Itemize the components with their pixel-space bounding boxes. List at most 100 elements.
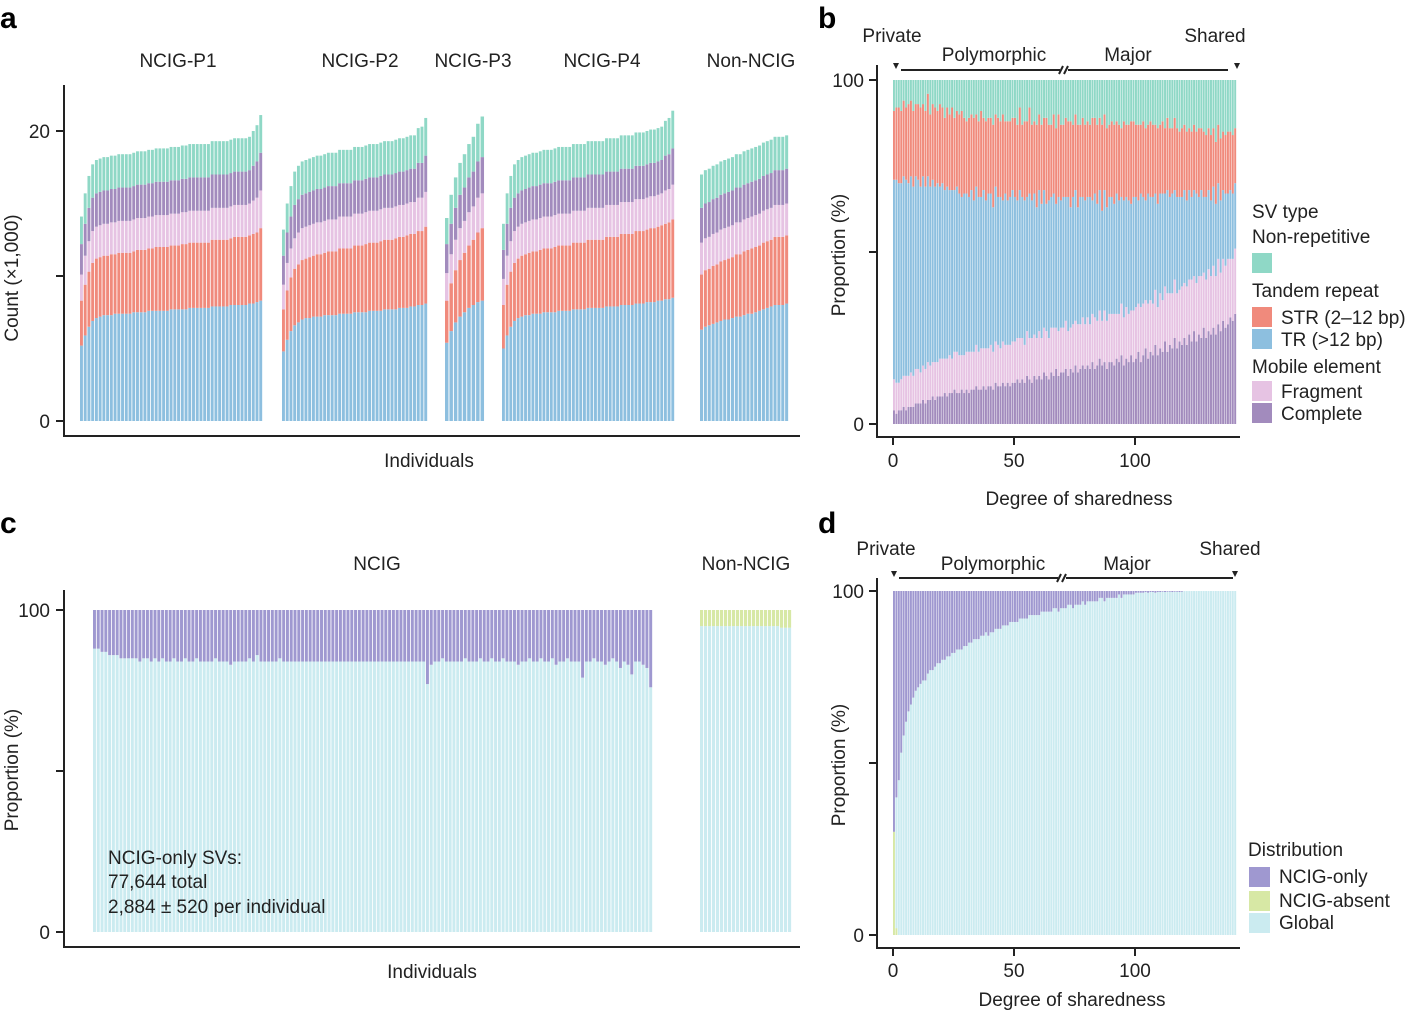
b-bar-segment-complete (1038, 375, 1041, 424)
b-bar-segment-tr (989, 193, 992, 345)
a-bar-segment-str (251, 233, 255, 304)
c-bar-segment-global (513, 661, 516, 932)
c-bar-segment-global (452, 661, 456, 932)
c-bar-segment-global (444, 661, 448, 932)
a-bar-segment-complete (300, 194, 304, 229)
c-bar-segment-ncig-only (312, 610, 316, 662)
b-bar-segment-fragment (900, 379, 903, 411)
c-bar-segment-global (748, 626, 752, 932)
b-bar-segment-complete (1222, 320, 1225, 424)
b-bar-segment-fragment (1142, 303, 1145, 356)
b-bar-segment-str (1057, 114, 1060, 197)
b-bar-segment-str (1074, 114, 1077, 191)
d-bar-segment-ncig-only (897, 591, 900, 781)
a-bar-segment-complete (180, 178, 184, 213)
b-bar-segment-non-repetitive (1018, 80, 1021, 108)
b-bar-segment-fragment (902, 375, 905, 407)
c-bar-segment-global (516, 664, 520, 932)
b-bar-segment-tr (1014, 196, 1016, 342)
d-bar-segment-global (1040, 611, 1043, 935)
b-bar-segment-tr (1224, 193, 1227, 266)
b-bar-segment-non-repetitive (1038, 80, 1041, 115)
a-bar-segment-complete (781, 170, 785, 205)
d-bar-segment-ncig-only (1137, 591, 1140, 593)
a-bar-segment-tr (785, 303, 789, 421)
b-bar-segment-non-repetitive (1173, 80, 1176, 118)
d-bar-segment-ncig-only (1009, 591, 1012, 622)
b-bar-segment-fragment (953, 351, 956, 390)
b-bar-segment-fragment (929, 365, 932, 400)
c-bar-segment-ncig-only (535, 610, 539, 662)
c-bar-segment-ncig-only (467, 610, 471, 662)
b-bar-segment-non-repetitive (1183, 80, 1186, 125)
c-bar-segment-global (490, 658, 494, 932)
c-bar-segment-ncig-only (573, 610, 577, 662)
b-bar-segment-fragment (1210, 276, 1212, 335)
c-bar-segment-global (373, 661, 376, 932)
b-bar-segment-tr (1050, 196, 1053, 328)
c-bar-segment-global (225, 661, 229, 932)
d-bar-segment-ncig-only (984, 591, 987, 633)
d-bar-segment-global (968, 642, 970, 935)
b-bar-segment-tr (1072, 196, 1075, 325)
a-bar-segment-non-repetitive (405, 136, 409, 171)
d-swatch-global (1249, 913, 1270, 933)
a-bar-segment-fragment (727, 226, 731, 259)
c-bar-segment-ncig-only (331, 610, 335, 662)
b-bar-segment-complete (1096, 365, 1099, 424)
b-legend: SV type Non-repetitive Tandem repeat STR… (1252, 202, 1406, 425)
b-bar-segment-str (1072, 124, 1075, 197)
b-bar-segment-complete (1067, 375, 1070, 424)
c-bar-segment-ncig-only (308, 610, 312, 662)
b-bar-segment-non-repetitive (893, 80, 895, 111)
b-bar-segment-non-repetitive (1047, 80, 1050, 125)
a-bar-segment-tr (293, 325, 297, 421)
a-bar-segment-non-repetitive (765, 141, 769, 175)
a-bar-segment-fragment (738, 222, 742, 255)
b-bar-segment-non-repetitive (926, 80, 929, 94)
a-bar-segment-complete (420, 162, 424, 198)
a-bar-segment-non-repetitive (113, 155, 117, 189)
a-bar-segment-complete (723, 193, 727, 229)
a-bar-segment-non-repetitive (124, 154, 128, 188)
a-bar-segment-complete (527, 187, 531, 221)
a-bar-segment-fragment (777, 204, 781, 237)
d-bar-segment-ncig-only (951, 591, 954, 653)
b-bar-segment-complete (1108, 362, 1111, 424)
a-bar-segment-str (667, 222, 671, 300)
a-bar-segment-complete (471, 171, 476, 207)
d-bar-segment-global (958, 649, 961, 935)
a-bar-segment-tr (671, 297, 675, 421)
b-header-polymorphic: Polymorphic (942, 45, 1047, 66)
a-bar-segment-tr (386, 309, 390, 421)
d-bar-segment-ncig-only (1108, 591, 1111, 598)
b-bar-segment-non-repetitive (1028, 80, 1031, 108)
a-bar-segment-str (124, 252, 128, 314)
c-bar-segment-ncig-only (187, 610, 191, 662)
a-bar-segment-fragment (360, 213, 364, 246)
c-bar-segment-global (255, 655, 259, 932)
a-bar-segment-non-repetitive (645, 131, 649, 165)
b-header-major: Major (1104, 45, 1152, 66)
b-xtick-0: 0 (888, 451, 899, 472)
a-bar-segment-tr (634, 303, 638, 421)
d-bar-segment-global (1011, 621, 1014, 935)
b-bar-segment-tr (912, 186, 915, 376)
a-bar-segment-fragment (383, 207, 386, 240)
a-bar-segment-str (285, 290, 289, 340)
d-bar-segment-ncig-only (1098, 591, 1101, 598)
a-bar-segment-fragment (656, 194, 660, 227)
a-bar-segment-complete (524, 189, 527, 223)
b-bar-segment-tr (1038, 190, 1041, 332)
a-bar-segment-complete (616, 171, 619, 205)
b-header-shared: Shared (1184, 26, 1245, 47)
a-bar-segment-fragment (649, 196, 653, 229)
a-bar-segment-tr (334, 315, 338, 421)
a-bar-segment-non-repetitive (147, 149, 151, 184)
b-bar-segment-tr (1161, 193, 1164, 301)
b-bar-segment-tr (1045, 203, 1048, 332)
d-bar-segment-global (1023, 618, 1026, 935)
b-bar-segment-complete (1098, 358, 1101, 424)
d-bar-segment-global (897, 780, 900, 935)
c-bar-segment-global (418, 661, 422, 932)
